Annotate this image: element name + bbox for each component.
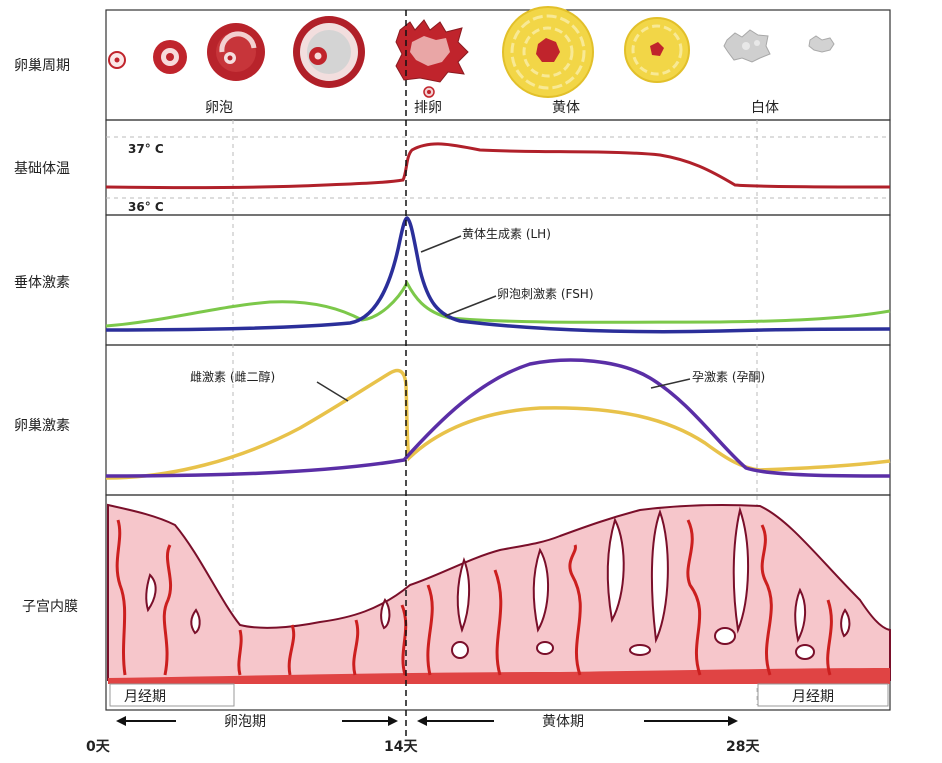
stage-label-corpus-luteum: 黄体 — [552, 99, 580, 116]
glands — [145, 506, 851, 660]
temp-low-label: 36° C — [128, 200, 164, 214]
lh-callout-line — [420, 235, 462, 253]
temperature-chart: 37° C 36° C — [105, 136, 891, 214]
stage-label-corpus-albicans: 白体 — [751, 100, 779, 116]
follicular-arrowhead-right — [388, 716, 398, 726]
progesterone-label: 孕激素 (孕酮) — [692, 370, 765, 384]
endometrium-base-layer — [108, 668, 890, 684]
temp-panel — [105, 119, 891, 216]
lh-line — [105, 216, 891, 334]
pituitary-chart: 黄体生成素 (LH) 卵泡刺激素 (FSH) — [105, 216, 891, 334]
row-label-pituitary: 垂体激素 — [14, 274, 70, 291]
stage-label-follicle: 卵泡 — [205, 100, 233, 116]
primary-follicle-icon — [153, 40, 187, 74]
estrogen-line — [105, 368, 891, 480]
ovarian-hormone-chart: 雌激素 (雌二醇) 孕激素 (孕酮) — [105, 358, 891, 480]
menses-left-box — [109, 683, 235, 707]
stage-label-ovulation: 排卵 — [414, 100, 442, 116]
fsh-callout-line — [444, 295, 497, 317]
axis-day-0: 0天 — [86, 739, 111, 755]
day-axis: 0天 14天 28天 — [86, 739, 760, 755]
axis-day-28: 28天 — [726, 739, 760, 755]
panel-frames — [105, 9, 891, 711]
ruptured-follicle-icon — [395, 19, 469, 98]
corpus-albicans-large-icon — [723, 29, 771, 63]
row-label-ovary: 卵巢周期 — [14, 58, 70, 74]
lh-label: 黄体生成素 (LH) — [462, 227, 551, 241]
progesterone-callout-line — [650, 378, 691, 389]
primordial-follicle-icon — [108, 51, 126, 69]
row-label-temp: 基础体温 — [14, 160, 70, 177]
estrogen-label: 雌激素 (雌二醇) — [190, 369, 275, 384]
menses-left-label: 月经期 — [124, 689, 166, 705]
corpus-luteum-icon — [502, 6, 594, 98]
menses-right-box — [757, 683, 889, 707]
temp-high-label: 37° C — [128, 142, 164, 156]
secondary-follicle-icon — [207, 23, 265, 81]
mature-follicle-icon — [293, 16, 365, 88]
axis-day-14: 14天 — [384, 739, 418, 755]
day-guides — [232, 120, 758, 705]
follicular-arrowhead-left — [116, 716, 126, 726]
row-label-endometrium: 子宫内膜 — [22, 599, 78, 615]
luteal-arrowhead-left — [417, 716, 427, 726]
menses-right-label: 月经期 — [792, 689, 834, 705]
luteal-arrowhead-right — [728, 716, 738, 726]
fsh-label: 卵泡刺激素 (FSH) — [497, 287, 594, 301]
luteal-label: 黄体期 — [542, 713, 584, 730]
spiral-arteries — [115, 519, 833, 676]
fsh-line — [105, 279, 891, 328]
regressing-corpus-luteum-icon — [624, 17, 690, 83]
follicular-label: 卵泡期 — [224, 714, 266, 730]
stage-labels: 卵泡 排卵 黄体 白体 — [205, 99, 779, 116]
estrogen-callout-line — [316, 381, 349, 402]
row-labels: 卵巢周期 基础体温 垂体激素 卵巢激素 子宫内膜 — [14, 58, 78, 615]
endometrium-illustration — [107, 503, 891, 684]
phase-indicators: 月经期 月经期 卵泡期 黄体期 — [109, 683, 889, 730]
corpus-albicans-small-icon — [808, 35, 835, 53]
row-label-ovarian-hormone: 卵巢激素 — [14, 417, 70, 434]
progesterone-line — [105, 358, 891, 478]
endometrium-panel — [105, 494, 891, 711]
ovary-cycle-illustrations — [108, 6, 835, 98]
temp-line — [105, 142, 891, 190]
